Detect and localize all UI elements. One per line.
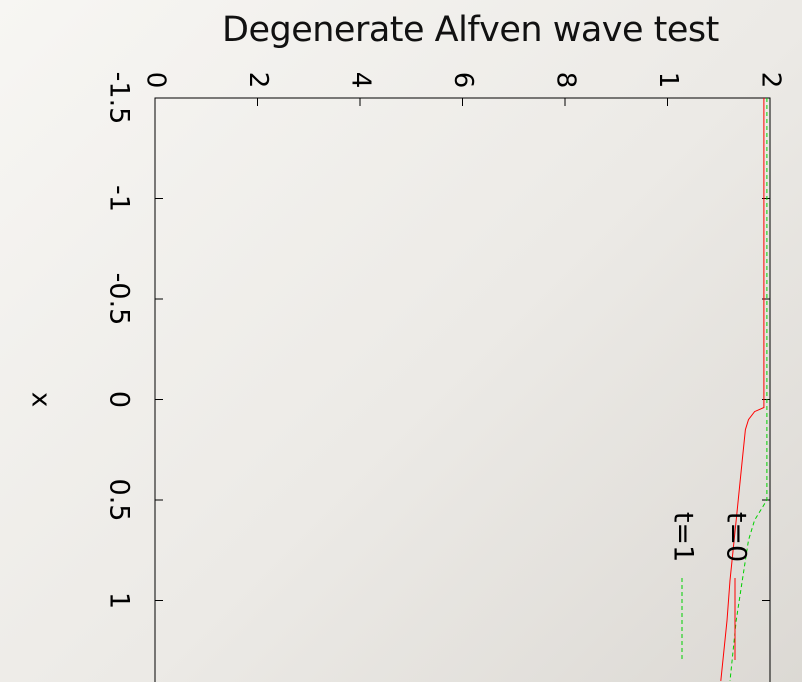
plot-frame: [154, 97, 771, 682]
x-tick-label: 0: [104, 391, 135, 408]
legend-label: t=1: [668, 512, 699, 562]
legend-label: t=0: [721, 512, 752, 562]
x-tick-label: -0.5: [104, 273, 135, 326]
y-tick-label: 2: [243, 72, 273, 89]
series-line-1: [720, 98, 765, 681]
x-tick-label: -1.5: [104, 72, 135, 125]
x-tick-label: 1: [104, 592, 135, 609]
y-tick-label: 4: [346, 72, 376, 89]
y-tick-label: 6: [448, 72, 478, 89]
slide-title: Degenerate Alfven wave test: [222, 10, 719, 50]
y-tick-label: 0: [141, 72, 171, 89]
series-line-2: [729, 98, 768, 681]
x-axis-label: x: [26, 392, 56, 407]
x-tick-label: -1: [104, 185, 135, 212]
x-tick-label: 0.5: [104, 479, 135, 522]
y-tick-label: 8: [551, 72, 581, 89]
y-tick-label: 2: [756, 72, 786, 89]
y-tick-label: 1: [653, 72, 683, 89]
